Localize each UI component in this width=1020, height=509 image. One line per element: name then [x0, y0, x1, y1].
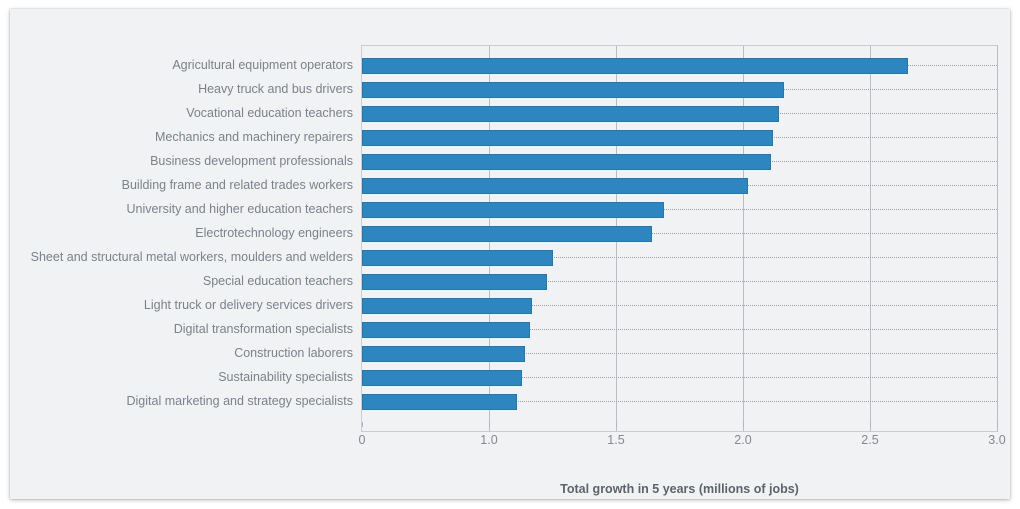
x-tick-mark — [997, 422, 998, 427]
category-label: Business development professionals — [150, 154, 353, 168]
figure-panel: Agricultural equipment operators Heavy tr… — [10, 9, 1010, 499]
x-tick-mark — [489, 422, 490, 427]
bar — [362, 58, 909, 74]
category-label: Digital marketing and strategy specialis… — [126, 394, 354, 408]
x-tick-label: 2.5 — [861, 433, 879, 447]
row-dotted-gridline — [362, 257, 997, 259]
x-axis-title: Total growth in 5 years (millions of job… — [560, 482, 799, 496]
bar-row — [362, 222, 997, 246]
category-label: Special education teachers — [202, 274, 353, 288]
plot-area — [361, 45, 998, 432]
row-dotted-gridline — [362, 329, 997, 331]
category-label: Light truck or delivery services drivers — [143, 298, 353, 312]
bar — [362, 274, 548, 290]
bar — [362, 226, 652, 242]
bar-row — [362, 198, 997, 222]
category-label: Heavy truck and bus drivers — [198, 82, 353, 96]
category-label: University and higher education teachers — [126, 202, 353, 216]
bar — [362, 130, 774, 146]
row-dotted-gridline — [362, 305, 997, 307]
bar — [362, 298, 533, 314]
bar — [362, 370, 523, 386]
category-label: Mechanics and machinery repairers — [154, 130, 353, 144]
bar-row — [362, 390, 997, 414]
category-axis-labels: Agricultural equipment operators Heavy tr… — [10, 45, 353, 432]
bar-row — [362, 78, 997, 102]
row-dotted-gridline — [362, 401, 997, 403]
category-label: Building frame and related trades worker… — [121, 178, 353, 192]
bar — [362, 154, 771, 170]
gridline — [997, 46, 998, 431]
category-label: Construction laborers — [234, 346, 353, 360]
bar — [362, 178, 749, 194]
row-dotted-gridline — [362, 353, 997, 355]
row-dotted-gridline — [362, 377, 997, 379]
x-tick-label: 2.0 — [734, 433, 752, 447]
x-tick-label: 1.5 — [607, 433, 625, 447]
bar — [362, 322, 530, 338]
x-tick-mark — [870, 422, 871, 427]
row-dotted-gridline — [362, 209, 997, 211]
x-tick-mark — [362, 422, 363, 427]
bar-row — [362, 342, 997, 366]
row-dotted-gridline — [362, 281, 997, 283]
bar — [362, 82, 784, 98]
bar-row — [362, 318, 997, 342]
bar-row — [362, 102, 997, 126]
bar — [362, 250, 553, 266]
category-label: Digital transformation specialists — [173, 322, 353, 336]
bar-row — [362, 54, 997, 78]
bar-row — [362, 126, 997, 150]
category-label: Vocational education teachers — [186, 106, 353, 120]
bar-row — [362, 246, 997, 270]
bar — [362, 394, 517, 410]
x-tick-mark — [616, 422, 617, 427]
bar — [362, 346, 525, 362]
gridline — [870, 46, 871, 431]
x-tick-mark — [743, 422, 744, 427]
category-label: Agricultural equipment operators — [172, 58, 353, 72]
category-label: Electrotechnology engineers — [195, 226, 353, 240]
x-tick-label: 3.0 — [988, 433, 1006, 447]
gridline — [743, 46, 744, 431]
bar-row — [362, 294, 997, 318]
bar-row — [362, 270, 997, 294]
row-dotted-gridline — [362, 233, 997, 235]
category-label: Sustainability specialists — [218, 370, 353, 384]
category-label: Sheet and structural metal workers, moul… — [30, 250, 353, 264]
x-tick-label: 0 — [358, 433, 366, 447]
value-axis-ticks: 0 1.0 1.5 2.0 2.5 3.0 — [358, 422, 1006, 453]
bar-row — [362, 174, 997, 198]
bar — [362, 202, 665, 218]
bar-row — [362, 150, 997, 174]
bar-row — [362, 366, 997, 390]
bar — [362, 106, 779, 122]
x-tick-label: 1.0 — [480, 433, 498, 447]
